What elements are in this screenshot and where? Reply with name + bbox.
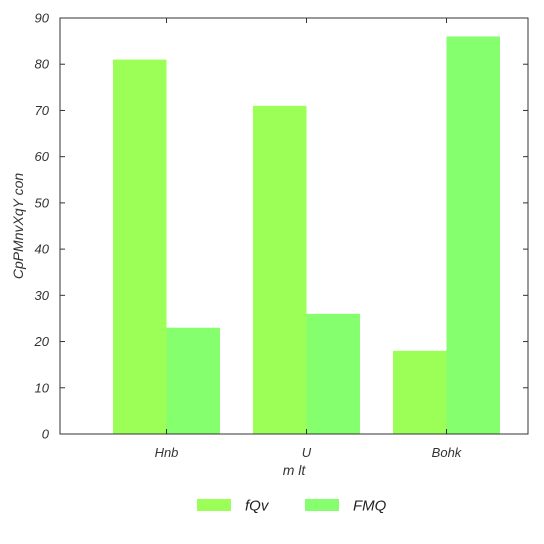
legend-swatch-fQv — [197, 499, 231, 511]
bar-FMQ-Hnb — [166, 327, 220, 434]
legend-label-FMQ: FMQ — [353, 498, 387, 515]
y-tick-label-40: 40 — [35, 242, 50, 257]
legend-label-fQv: fQv — [245, 498, 270, 515]
y-tick-label-50: 50 — [35, 195, 50, 210]
y-tick-label-30: 30 — [35, 288, 50, 303]
bar-fQv-U — [253, 105, 307, 435]
legend: fQv FMQ — [197, 498, 387, 515]
x-tick-label-Hnb: Hnb — [155, 445, 179, 460]
bar-FMQ-U — [306, 313, 360, 434]
bar-fQv-Hnb — [113, 59, 167, 434]
y-tick-label-20: 20 — [34, 334, 50, 349]
y-tick-label-10: 10 — [35, 380, 50, 395]
x-axis-title: m lt — [283, 462, 307, 478]
ticks-layer: 0 10 20 30 40 50 60 70 80 90 Hnb U Bohk — [34, 11, 528, 460]
y-tick-label-70: 70 — [35, 103, 50, 118]
bar-FMQ-Bohk — [446, 36, 500, 434]
x-tick-label-U: U — [302, 445, 312, 460]
bar-fQv-Bohk — [393, 350, 447, 434]
y-tick-label-60: 60 — [35, 149, 50, 164]
bars-layer — [113, 36, 500, 435]
x-tick-label-Bohk: Bohk — [432, 445, 463, 460]
plot-area-frame — [59, 17, 529, 435]
y-tick-label-0: 0 — [42, 427, 50, 442]
y-tick-label-90: 90 — [35, 11, 50, 26]
legend-swatch-FMQ — [305, 499, 339, 511]
y-axis-title: CpPMnvXqY con — [10, 173, 26, 280]
y-tick-label-80: 80 — [35, 57, 50, 72]
